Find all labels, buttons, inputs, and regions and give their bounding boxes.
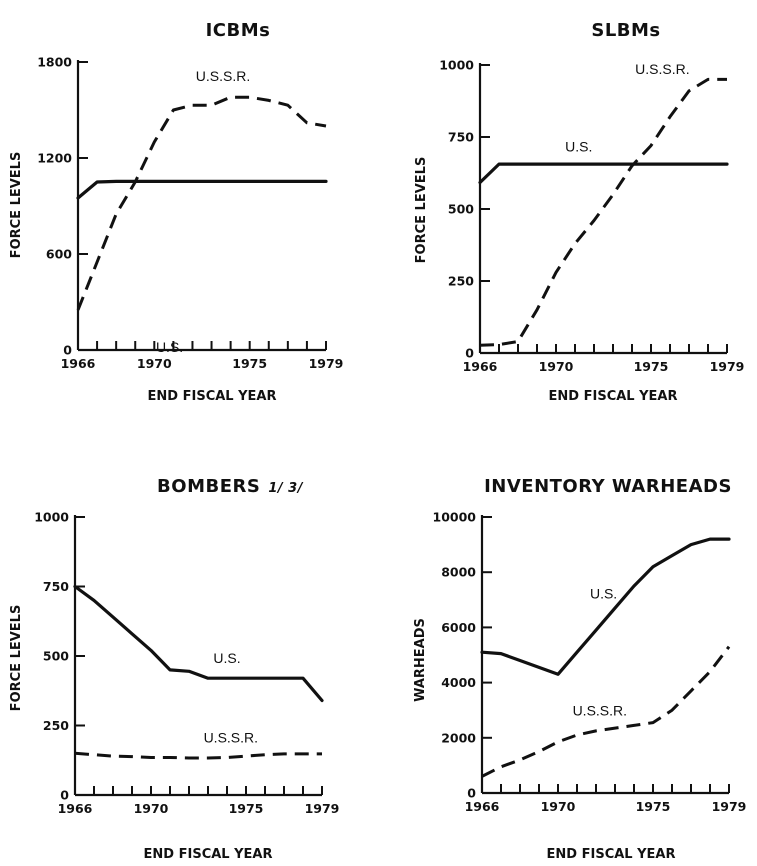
y-tick-label: 0 — [465, 346, 474, 361]
chart-title-footnotes: 1/ 3/ — [268, 481, 303, 496]
series-label-ussr: U.S.S.R. — [573, 703, 627, 719]
series-label-us: U.S. — [590, 585, 617, 601]
y-tick-label: 0 — [467, 786, 476, 801]
x-tick-label: 1970 — [541, 799, 576, 814]
y-tick-label: 750 — [448, 130, 474, 145]
y-tick-label: 8000 — [441, 565, 476, 580]
chart-title: INVENTORY WARHEADS — [484, 476, 732, 497]
series-line-us — [73, 584, 324, 703]
x-axis-label: END FISCAL YEAR — [144, 847, 273, 862]
y-tick-label: 1800 — [37, 55, 72, 70]
series-label-us: U.S. — [156, 339, 183, 355]
y-tick-label: 750 — [43, 579, 69, 594]
x-tick-label: 1975 — [636, 799, 671, 814]
x-tick-label: 1970 — [134, 801, 169, 816]
chart-3: BOMBERS 1/ 3/FORCE LEVELS END FISCAL YEAR 0… — [9, 476, 339, 862]
y-axis-label: FORCE LEVELS — [414, 157, 429, 264]
y-axis-label: WARHEADS — [413, 618, 428, 702]
y-tick-label: 2000 — [441, 730, 476, 745]
series-line-ussr — [74, 751, 322, 760]
x-tick-label: 1975 — [634, 359, 669, 374]
y-tick-label: 4000 — [441, 675, 476, 690]
y-tick-label: 250 — [448, 274, 474, 289]
x-axis-label: END FISCAL YEAR — [547, 847, 676, 862]
chart-2: SLBMs FORCE LEVELS END FISCAL YEAR 0 250 500 7… — [414, 20, 744, 404]
chart-title: BOMBERS 1/ 3/ — [157, 476, 304, 497]
y-tick-label: 250 — [43, 718, 69, 733]
x-tick-label: 1970 — [137, 356, 172, 371]
series-line-us — [478, 162, 729, 185]
chart-4: INVENTORY WARHEADS WARHEADS END FISCAL YEA… — [413, 476, 746, 862]
series-line-ussr — [76, 95, 327, 311]
series-label-ussr: U.S.S.R. — [635, 61, 689, 77]
series-label-us: U.S. — [213, 650, 240, 666]
chart-title: SLBMs — [591, 20, 660, 41]
x-tick-label: 1975 — [232, 356, 267, 371]
x-tick-label: 1966 — [463, 359, 498, 374]
y-tick-label: 1000 — [34, 510, 69, 525]
x-tick-label: 1979 — [712, 799, 747, 814]
y-tick-label: 0 — [63, 343, 72, 358]
y-tick-label: 600 — [46, 247, 72, 262]
series-line-ussr — [481, 645, 731, 778]
y-axis-label: FORCE LEVELS — [9, 152, 24, 259]
y-tick-label: 500 — [448, 202, 474, 217]
series-label-ussr: U.S.S.R. — [196, 68, 250, 84]
series-label-us: U.S. — [565, 138, 592, 154]
x-axis-label: END FISCAL YEAR — [549, 389, 678, 404]
x-tick-label: 1979 — [305, 801, 340, 816]
chart-title: ICBMs — [206, 20, 271, 41]
y-tick-label: 0 — [60, 788, 69, 803]
x-tick-label: 1979 — [710, 359, 745, 374]
series-line-us — [480, 537, 731, 676]
chart-1: ICBMs FORCE LEVELS END FISCAL YEAR 0 600 1200… — [9, 20, 343, 404]
x-tick-label: 1966 — [61, 356, 96, 371]
x-axis-label: END FISCAL YEAR — [148, 389, 277, 404]
y-axis-label: FORCE LEVELS — [9, 605, 24, 712]
y-tick-label: 6000 — [441, 620, 476, 635]
series-line-us — [76, 179, 328, 200]
y-tick-label: 1200 — [37, 151, 72, 166]
y-tick-label: 10000 — [433, 510, 477, 525]
y-tick-label: 500 — [43, 649, 69, 664]
series-line-ussr — [479, 77, 727, 347]
x-tick-label: 1966 — [465, 799, 500, 814]
x-tick-label: 1970 — [539, 359, 574, 374]
y-tick-label: 1000 — [439, 58, 474, 73]
x-tick-label: 1975 — [229, 801, 264, 816]
series-label-ussr: U.S.S.R. — [204, 730, 258, 746]
x-tick-label: 1979 — [309, 356, 344, 371]
x-tick-label: 1966 — [58, 801, 93, 816]
